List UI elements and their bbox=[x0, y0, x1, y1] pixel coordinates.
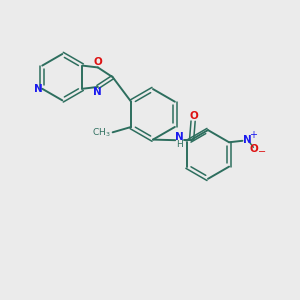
Text: CH$_3$: CH$_3$ bbox=[92, 126, 110, 139]
Text: O: O bbox=[94, 57, 102, 67]
Text: O: O bbox=[189, 111, 198, 121]
Text: N: N bbox=[175, 132, 184, 142]
Text: H: H bbox=[176, 140, 183, 149]
Text: O: O bbox=[250, 144, 259, 154]
Text: N: N bbox=[93, 87, 102, 97]
Text: N: N bbox=[243, 135, 252, 145]
Text: +: + bbox=[249, 130, 257, 140]
Text: −: − bbox=[258, 147, 266, 157]
Text: N: N bbox=[34, 84, 43, 94]
